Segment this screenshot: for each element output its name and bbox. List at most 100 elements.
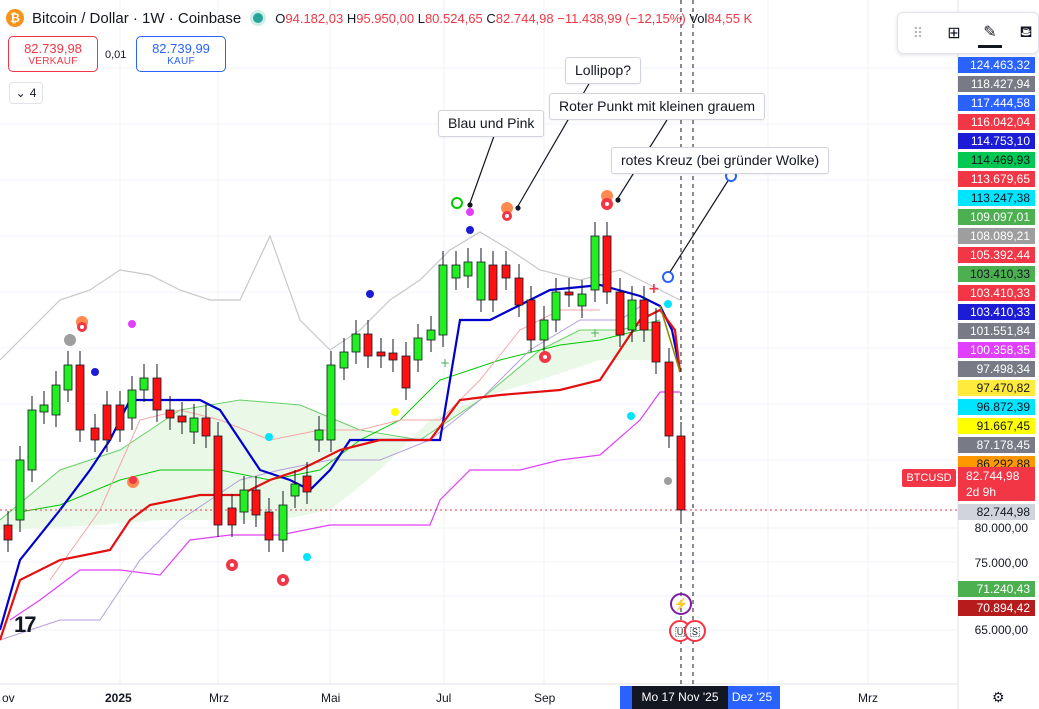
- candle-bull: [627, 299, 637, 331]
- price-level-label: 71.240,43: [958, 581, 1035, 597]
- x-tick: Sep: [534, 691, 556, 705]
- price-level-label: 113.247,38: [958, 190, 1035, 206]
- price-level-label: 100.358,35: [958, 342, 1035, 358]
- bar-countdown: 2d 9h: [966, 485, 997, 499]
- candle-bull: [278, 504, 288, 541]
- candle-bear: [75, 364, 85, 431]
- price-level-label: 105.392,44: [958, 247, 1035, 263]
- callout-red-dot[interactable]: Roter Punkt mit kleinen grauem: [549, 93, 766, 120]
- us-flag-event-icon[interactable]: 🇸: [684, 620, 706, 642]
- symbol-tag: BTCUSD: [902, 469, 956, 487]
- candle-bear: [526, 299, 536, 341]
- paint-bucket-icon[interactable]: ⛾: [1019, 24, 1033, 41]
- candle-bear: [388, 352, 398, 361]
- callout-red-cross[interactable]: rotes Kreuz (bei gründer Wolke): [611, 147, 830, 174]
- candle-bull: [139, 377, 149, 391]
- price-level-label: 118.427,94: [958, 76, 1035, 92]
- price-level-label: 113.679,65: [958, 171, 1035, 187]
- candle-bear: [514, 277, 524, 306]
- candle-bear: [376, 351, 386, 357]
- candle-bear: [152, 377, 162, 411]
- svg-text:+: +: [648, 281, 660, 297]
- x-tick: Mai: [321, 691, 341, 705]
- spread-value: 0,01: [105, 49, 127, 61]
- symbol-header: ₿ Bitcoin / Dollar · 1W · Coinbase O94.1…: [6, 8, 752, 28]
- candle-bear: [302, 475, 312, 493]
- current-price-label: 82.744,98 2d 9h: [958, 467, 1035, 501]
- candle-bull: [351, 333, 361, 353]
- ohlc-values: O94.182,03 H95.950,00 L80.524,65 C82.744…: [275, 10, 753, 26]
- callout-lollipop[interactable]: Lollipop?: [565, 57, 642, 84]
- object-tree-icon[interactable]: ⊞: [947, 25, 961, 42]
- indicators-collapse-button[interactable]: ⌄ 4: [9, 82, 43, 104]
- candle-bear: [227, 507, 237, 526]
- callout-blue-pink[interactable]: Blau und Pink: [438, 110, 545, 137]
- svg-text:+: +: [440, 356, 450, 370]
- price-level-label: 109.097,01: [958, 209, 1035, 225]
- candle-bull: [551, 291, 561, 321]
- next-month-label: Dez '25: [731, 690, 773, 704]
- price-level-label: 82.744,98: [958, 504, 1035, 520]
- price-change: −11.438,99 (−12,15%): [557, 10, 686, 26]
- candle-bull: [463, 261, 473, 277]
- market-status-icon[interactable]: [253, 13, 264, 23]
- candle-bear: [564, 291, 574, 296]
- price-level-label: 70.894,42: [958, 600, 1035, 616]
- candle-bull: [539, 319, 549, 341]
- drag-handle-icon[interactable]: ⠿: [912, 24, 924, 41]
- price-level-label: 114.753,10: [958, 133, 1035, 149]
- price-level-label: 91.667,45: [958, 418, 1035, 434]
- candle-bull: [476, 261, 486, 301]
- price-level-label: 117.444,58: [958, 95, 1035, 111]
- price-level-label: 101.551,84: [958, 323, 1035, 339]
- candle-bull: [438, 264, 448, 336]
- signal-markers: + + +: [64, 190, 674, 586]
- candle-bear: [115, 404, 125, 431]
- candle-bear: [201, 417, 211, 437]
- candle-bear: [165, 409, 175, 419]
- candle-bull: [127, 389, 137, 419]
- price-tick: 80.000,00: [974, 521, 1028, 535]
- candle-bear: [90, 427, 100, 441]
- candle-bull: [339, 351, 349, 369]
- candle-bear: [501, 264, 511, 279]
- candle-bull: [290, 483, 300, 497]
- candle-bear: [264, 511, 274, 541]
- drawing-toolbar: ⠿ ⊞ ✎ ⛾: [897, 12, 1039, 54]
- lightning-event-icon[interactable]: ⚡: [670, 593, 692, 615]
- volume-value: 84,55 K: [707, 10, 753, 26]
- price-tick: 75.000,00: [974, 556, 1028, 570]
- candle-bear: [363, 333, 373, 357]
- candle-bear: [102, 404, 112, 441]
- candle-bear: [602, 235, 612, 293]
- candle-bull: [426, 329, 436, 341]
- candle-bull: [189, 417, 199, 433]
- candle-bull: [451, 264, 461, 279]
- candle-bear: [615, 291, 625, 336]
- x-tick: ov: [2, 691, 15, 705]
- buy-button[interactable]: 82.739,99 KAUF: [136, 36, 226, 72]
- svg-text:+: +: [590, 326, 600, 340]
- crosshair-date-label: Mo 17 Nov '25: [632, 686, 728, 709]
- candle-bear: [664, 361, 674, 437]
- candle-bear: [3, 524, 13, 541]
- candle-bull: [39, 404, 49, 413]
- price-tick: 65.000,00: [974, 623, 1028, 637]
- price-level-label: 96.872,39: [958, 399, 1035, 415]
- price-level-label: 114.469,93: [958, 152, 1035, 168]
- price-level-label: 103.410,33: [958, 304, 1035, 320]
- x-tick: Mrz: [858, 691, 878, 705]
- gear-icon[interactable]: ⚙: [992, 689, 1005, 705]
- price-level-label: 97.470,82: [958, 380, 1035, 396]
- x-tick: 2025: [105, 691, 132, 705]
- symbol-title[interactable]: Bitcoin / Dollar · 1W · Coinbase: [32, 9, 242, 27]
- price-level-label: 124.463,32: [958, 57, 1035, 73]
- pencil-icon[interactable]: ✎: [978, 19, 1002, 48]
- price-level-label: 97.498,34: [958, 361, 1035, 377]
- sell-button[interactable]: 82.739,98 VERKAUF: [8, 36, 98, 72]
- price-level-label: 116.042,04: [958, 114, 1035, 130]
- tradingview-logo: 17: [14, 612, 37, 637]
- candle-bear: [213, 435, 223, 526]
- chevron-down-icon: ⌄: [15, 86, 26, 100]
